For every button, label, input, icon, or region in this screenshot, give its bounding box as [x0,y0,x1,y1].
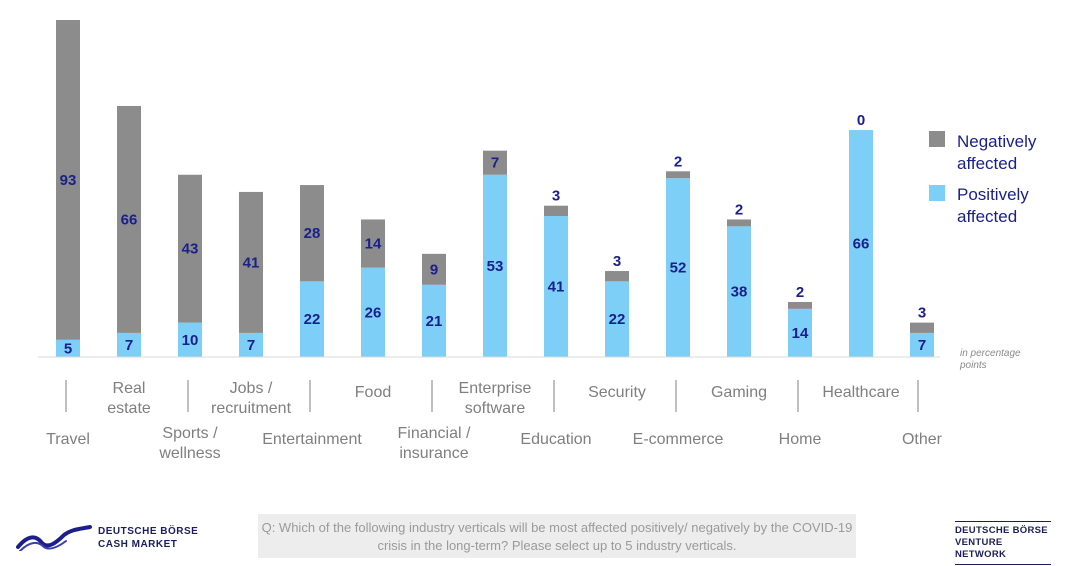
stacked-bar-chart: 5 93 7 66 10 43 7 41 22 28 26 14 21 9 53 7 41 3 22 3 52 2 38 2 1… [38,20,1041,462]
legend-label-negative: Negatively affected [957,132,1041,173]
deutsche-boerse-cash-market-logo: DEUTSCHE BÖRSE CASH MARKET [16,521,216,555]
left-logo-line-1: DEUTSCHE BÖRSE [98,526,199,537]
data-label-positive: 21 [426,313,443,330]
data-label-positive: 7 [125,337,133,354]
bar-positive [788,308,812,357]
data-label-positive: 52 [670,260,687,277]
data-label-negative: 9 [430,261,438,278]
bar-positive [544,216,568,357]
data-label-negative: 2 [735,201,743,218]
data-label-negative: 2 [796,284,804,301]
wave-logo-icon [16,525,92,551]
data-label-positive: 53 [487,258,504,275]
bar-negative [727,219,751,227]
legend-swatch-positive [929,185,945,201]
bar-positive [239,332,263,357]
category-label: Other [902,431,943,448]
category-label: Security [588,384,646,401]
bar-negative [605,271,629,282]
unit-note-line: points [959,360,987,371]
unit-note: in percentage points [959,348,1023,371]
category-label: Travel [46,431,90,448]
logo-rule [955,564,1051,565]
bar-positive [605,281,629,357]
bar-negative [788,301,812,309]
bar-positive [361,267,385,357]
data-label-positive: 10 [182,332,199,349]
category-label: Enterprise software [459,380,532,417]
category-label: Sports / wellness [158,425,220,462]
bar-negative [239,191,263,333]
data-label-positive: 14 [792,325,809,342]
bar-positive [666,178,690,357]
bar-negative [300,185,324,282]
bar-negative [666,171,690,179]
bar-negative [910,322,934,333]
bar-positive [178,322,202,357]
data-label-positive: 66 [853,236,870,253]
value-labels-layer: 5 93 7 66 10 43 7 41 22 28 26 14 21 9 53 7 41 3 22 3 52 2 38 2 1… [60,112,927,357]
data-label-negative: 2 [674,153,682,170]
data-label-negative: 43 [182,241,199,258]
bar-positive [910,332,934,357]
category-label: Gaming [711,384,767,401]
category-label: E-commerce [633,431,724,448]
category-label: Food [355,384,391,401]
bar-negative [422,253,446,285]
category-label: Entertainment [262,431,362,448]
legend-swatch-negative [929,131,945,147]
bar-positive [727,226,751,357]
category-label: Financial / insurance [398,425,471,462]
deutsche-boerse-venture-network-logo: DEUTSCHE BÖRSE VENTURE NETWORK [955,521,1055,565]
bars-layer [56,20,934,357]
bar-negative [56,20,80,340]
bar-positive [849,130,873,357]
data-label-negative: 28 [304,225,321,242]
bar-positive [483,174,507,357]
data-label-negative: 3 [552,188,560,205]
category-label: Healthcare [822,384,899,401]
unit-note-line: in percentage [960,348,1021,359]
data-label-negative: 7 [491,155,499,172]
legend: Negatively affected Positively affected [929,131,1041,226]
bar-positive [300,281,324,357]
data-label-positive: 7 [247,337,255,354]
bar-positive [117,332,141,357]
category-label: Jobs / recruitment [211,380,292,417]
right-logo-line-2: VENTURE NETWORK [955,537,1007,560]
data-label-negative: 3 [918,305,926,322]
data-label-positive: 26 [365,304,382,321]
bar-positive [56,339,80,357]
data-label-negative: 3 [613,253,621,270]
bar-negative [361,219,385,268]
data-label-positive: 38 [731,284,748,301]
survey-question: Q: Which of the following industry verti… [258,514,856,558]
data-label-negative: 93 [60,172,77,189]
bar-negative [117,105,141,333]
category-label: Education [520,431,591,448]
data-label-negative: 14 [365,236,382,253]
data-label-positive: 22 [304,311,321,328]
bar-negative [544,205,568,217]
logo-rule [955,521,1051,522]
category-label: Real estate [107,380,151,417]
category-label: Home [779,431,822,448]
data-label-positive: 41 [548,279,565,296]
right-logo-line-1: DEUTSCHE BÖRSE [955,525,1048,536]
bar-negative [483,150,507,175]
bar-negative [178,174,202,323]
data-label-positive: 7 [918,337,926,354]
bar-positive [422,284,446,357]
legend-label-positive: Positively affected [957,185,1034,226]
data-label-negative: 41 [243,254,260,271]
left-logo-line-2: CASH MARKET [98,539,178,550]
data-label-positive: 5 [64,340,72,357]
data-label-negative: 66 [121,211,138,228]
data-label-positive: 22 [609,311,626,328]
data-label-negative: 0 [857,112,865,129]
